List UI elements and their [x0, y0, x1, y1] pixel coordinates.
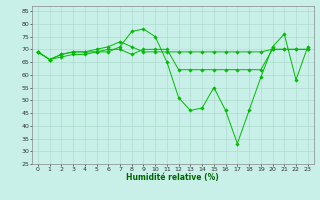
X-axis label: Humidité relative (%): Humidité relative (%): [126, 173, 219, 182]
